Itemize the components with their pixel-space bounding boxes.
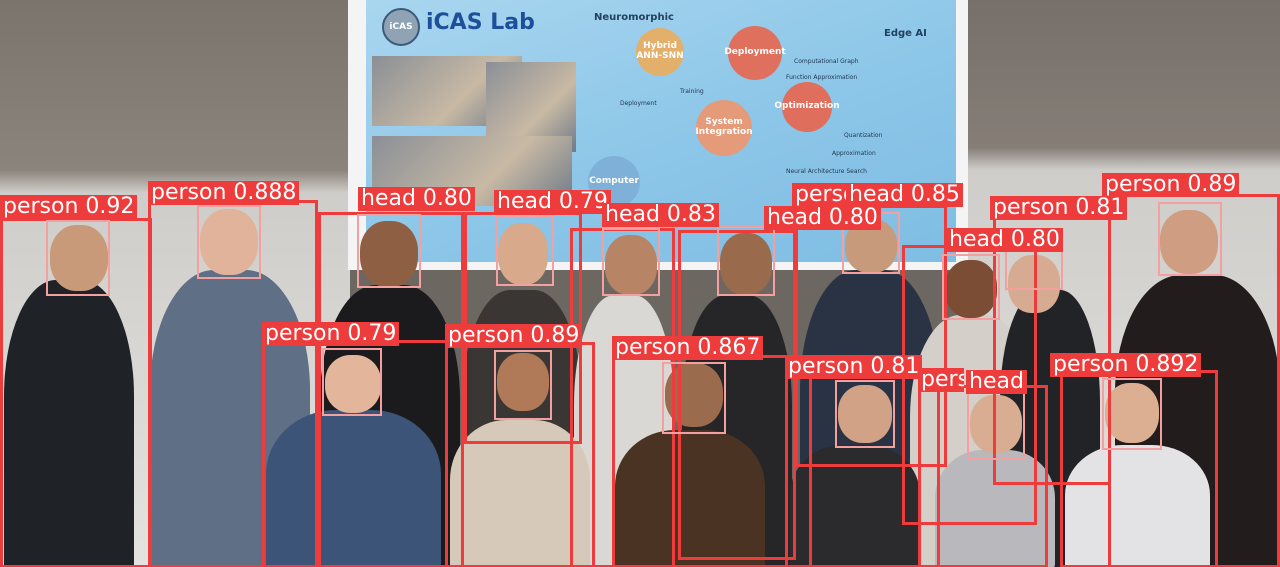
detection-box-person — [678, 230, 796, 560]
node-hybrid: Hybrid ANN-SNN — [636, 28, 684, 76]
node-deployment: Deployment — [724, 26, 786, 80]
node-optimization: Optimization — [774, 82, 840, 132]
detection-box-head — [1158, 202, 1222, 276]
detection-label: person 0.81 — [785, 355, 923, 379]
node-computer: Computer — [588, 156, 640, 208]
detection-label: person 0.867 — [612, 336, 764, 360]
label-training: Training — [680, 88, 704, 95]
person-figure — [450, 420, 590, 567]
detection-label: person 0.892 — [1050, 353, 1202, 377]
detection-box-head — [662, 362, 726, 434]
detection-label: head — [966, 370, 1027, 394]
face — [325, 355, 381, 413]
detection-label: person 0.81 — [990, 196, 1128, 220]
person-figure — [615, 430, 765, 567]
detection-box-head — [357, 214, 421, 288]
slide-title: iCAS Lab — [426, 10, 535, 35]
detection-label: person 0.92 — [0, 195, 138, 219]
face — [605, 235, 657, 295]
face — [50, 225, 108, 291]
label-nas: Neural Architecture Search — [786, 168, 867, 175]
face — [838, 385, 892, 443]
detection-box-head — [496, 216, 554, 286]
detection-label: person 0.89 — [1102, 173, 1240, 197]
face — [498, 223, 548, 285]
detection-box-head — [494, 350, 552, 420]
person-figure — [1065, 445, 1210, 567]
section-edge-ai: Edge AI — [884, 28, 927, 39]
face — [360, 221, 418, 287]
detection-label: person 0.89 — [445, 324, 583, 348]
detection-label: head 0.85 — [846, 183, 963, 207]
detection-label: head 0.79 — [494, 190, 611, 214]
detection-label: head 0.80 — [358, 187, 475, 211]
face — [945, 260, 997, 318]
person-figure — [266, 410, 441, 567]
face — [970, 395, 1022, 453]
detection-label: head 0.80 — [946, 228, 1063, 252]
face — [720, 233, 772, 295]
detection-label: head 0.83 — [602, 203, 719, 227]
label-approximation: Approximation — [832, 150, 876, 157]
detection-box-head — [942, 254, 1000, 320]
label-deployment-small: Deployment — [620, 100, 657, 107]
detection-label: person 0.888 — [148, 181, 300, 205]
section-neuromorphic: Neuromorphic — [594, 12, 674, 23]
detection-label: person 0.79 — [262, 322, 400, 346]
detection-box-head — [1102, 378, 1162, 450]
detection-box-head — [322, 348, 382, 416]
detection-box-head — [197, 205, 261, 279]
person-figure — [4, 280, 134, 567]
detection-box-head — [602, 228, 660, 296]
label-quantization: Quantization — [844, 132, 883, 139]
lab-logo: iCAS — [382, 8, 420, 46]
detection-box-head — [1005, 250, 1063, 290]
label-computational-graph: Computational Graph — [794, 58, 859, 65]
label-function-approx: Function Approximation — [786, 74, 858, 81]
node-system-integration: System Integration — [695, 100, 753, 156]
face — [200, 209, 258, 275]
detection-label: head 0.80 — [764, 206, 881, 230]
detection-label: person 0.87 — [918, 368, 964, 392]
detection-box-head — [717, 226, 775, 296]
detection-box-head — [967, 392, 1025, 460]
face — [1105, 383, 1159, 443]
face — [1160, 210, 1218, 274]
detection-box-head — [835, 380, 895, 448]
detection-box-head — [46, 220, 110, 296]
face — [497, 353, 549, 411]
